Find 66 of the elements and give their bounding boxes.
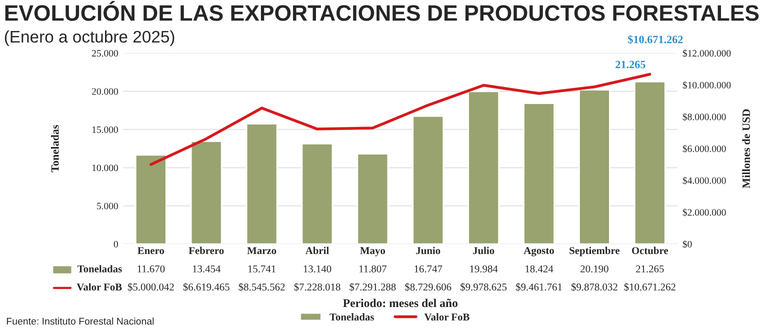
line-series [150,72,652,166]
y2-axis-title: Millones de USD [742,109,750,188]
x-tick-label: Febrero [188,246,224,254]
chart-title: EVOLUCIÓN DE LAS EXPORTACIONES DE PRODUCTOS FORESTALES [5,0,759,21]
text: Toneladas [330,313,374,321]
y-tick-label: 5.000 [97,202,118,210]
data-label: $6.619.465 [183,282,230,292]
data-label: 20.190 [580,265,608,272]
bar [356,153,389,244]
data-label: $5.000.042 [128,282,174,292]
x-tick-label: Marzo [247,247,276,254]
y2-tick-label: $8.000.000 [682,113,726,121]
text: Valor FoB [424,313,470,321]
data-label: 11.807 [359,265,387,272]
y2-tick-label: $6.000.000 [682,144,726,153]
y2-tick-label: $0 [682,240,692,248]
bar [412,115,444,244]
x-tick-label: Octubre [632,246,668,254]
y-tick-label: 10.000 [92,164,118,172]
x-tick-label: Septiembre [570,246,620,256]
x-tick-label: Julio [473,246,494,254]
data-label: 16.747 [414,265,442,272]
data-label: 21.265 [636,265,664,272]
y2-tick-label: $12.000.000 [682,49,731,58]
data-label: 13.140 [304,265,332,272]
y-axis-title: Toneladas [50,124,59,172]
bar [134,154,167,244]
bar [246,123,278,244]
chart-subtitle: (Enero a octubre 2025) [4,30,174,46]
data-label: 15.741 [248,265,276,272]
y-tick-label: 15.000 [92,126,118,133]
data-label: $9.461.761 [516,282,562,292]
y2-tick-label: $10.000.000 [682,81,731,90]
y-tick-label: 0 [114,240,118,248]
bar [578,89,610,244]
text: $10.671.262 [628,35,683,44]
y2-tick-label: $2.000.000 [682,208,726,216]
data-label: $8.545.562 [238,282,285,292]
legend-label: Valor FoB [76,283,122,291]
x-axis-title: Periodo: meses del año [343,298,458,308]
data-label: 13.454 [192,265,221,272]
data-label: $10.671.262 [624,282,676,292]
data-label: 19.984 [470,265,498,272]
y-tick-label: 25.000 [92,50,118,57]
x-tick-label: Enero [138,247,164,254]
data-label: $7.228.018 [294,282,340,292]
y2-tick-label: $4.000.000 [682,176,726,184]
data-label: $7.291.288 [350,282,396,292]
x-tick-label: Mayo [360,247,386,256]
data-label: $8.729.606 [405,282,452,292]
x-tick-label: Junio [416,246,440,254]
x-tick-label: Agosto [524,247,554,256]
data-label: $9.878.032 [571,282,618,292]
data-label: 18.424 [526,265,554,272]
bar [523,102,555,244]
y-tick-label: 20.000 [92,88,118,95]
annotation: 21.265 [616,60,646,68]
bar [468,90,500,244]
source-note: Fuente: Instituto Forestal Nacional [6,318,154,325]
legend-label: Toneladas [77,265,122,272]
x-tick-label: Abril [305,246,329,254]
bar [634,80,666,244]
bar [190,140,222,244]
bar [301,142,334,244]
data-label: $9.978.625 [460,282,507,292]
data-label: 11.670 [138,265,165,272]
